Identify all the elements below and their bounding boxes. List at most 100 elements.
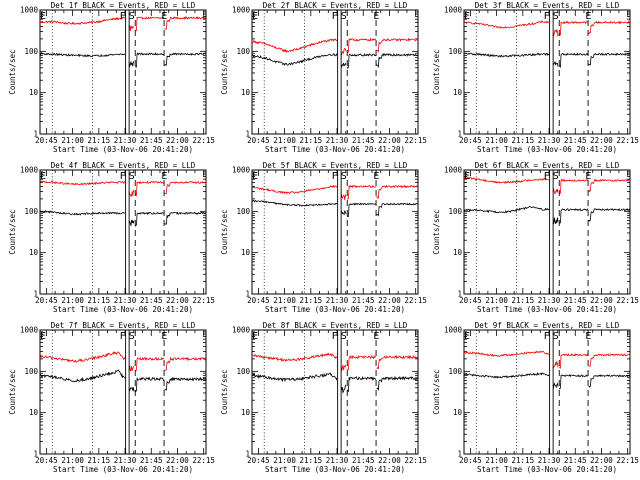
series-line	[347, 184, 377, 200]
plot-frame	[463, 329, 631, 455]
x-tick-label: 21:00	[61, 136, 84, 145]
chart-panel-8: Det 8f BLACK = Events, RED = LLD 1 10 100 10…	[220, 321, 427, 474]
interval-label: F	[544, 11, 550, 22]
x-tick-label: 21:00	[485, 296, 508, 305]
series-line	[128, 24, 135, 31]
series-line	[128, 387, 135, 392]
y-tick-label: 1	[245, 130, 250, 139]
x-tick-label: 22:15	[192, 296, 215, 305]
interval-label: E	[585, 11, 591, 22]
x-tick-label: 22:00	[166, 456, 189, 465]
y-axis-label: Counts/sec	[432, 369, 441, 414]
interval-label: S	[341, 171, 347, 182]
y-tick-label: 1	[245, 450, 250, 459]
series-line	[135, 356, 165, 371]
x-tick-label: 21:15	[300, 456, 323, 465]
series-line	[552, 382, 559, 390]
series-line	[39, 369, 126, 383]
interval-label: S	[553, 11, 559, 22]
x-axis-label: Start Time (03-Nov-06 20:41:20)	[265, 145, 405, 154]
series-line	[128, 189, 135, 197]
chart-panel-6: Det 6f BLACK = Events, RED = LLD 1 10 100 10…	[432, 161, 639, 314]
series-line	[164, 16, 206, 30]
x-axis: 20:45 21:00 21:15 21:30 21:45 22:00 22:15Start…	[459, 170, 639, 314]
y-axis: 1 10 100 1000 Counts/sec	[220, 6, 418, 139]
x-tick-label: 22:00	[378, 456, 401, 465]
x-axis: 20:45 21:00 21:15 21:30 21:45 22:00 22:15Start…	[35, 330, 215, 474]
interval-label: F	[332, 11, 338, 22]
interval-label: S	[341, 331, 347, 342]
x-tick-label: 21:30	[538, 456, 561, 465]
y-tick-label: 10	[29, 408, 39, 417]
y-axis: 1 10 100 1000 Counts/sec	[8, 6, 206, 139]
series-line	[340, 62, 347, 69]
y-tick-label: 1	[33, 130, 38, 139]
y-tick-label: 100	[24, 207, 38, 216]
x-tick-label: 22:00	[166, 296, 189, 305]
series-line	[128, 60, 135, 68]
x-tick-label: 22:15	[404, 136, 427, 145]
interval-label: S	[553, 331, 559, 342]
interval-label: E	[464, 11, 470, 22]
series-line	[134, 16, 165, 32]
plot-frame	[463, 9, 631, 135]
series-line	[340, 47, 347, 56]
y-tick-label: 10	[453, 88, 463, 97]
y-tick-label: 10	[29, 248, 39, 257]
x-tick-label: 22:15	[192, 136, 215, 145]
series-line	[376, 184, 418, 200]
series-line	[39, 351, 126, 363]
series-line	[588, 353, 630, 367]
series-line	[134, 376, 165, 393]
chart-panel-4: Det 4f BLACK = Events, RED = LLD 1 10 100 10…	[8, 161, 215, 314]
y-axis: 1 10 100 1000 Counts/sec	[220, 166, 418, 299]
y-axis-label: Counts/sec	[432, 49, 441, 94]
series-line	[559, 178, 589, 195]
series-line	[376, 375, 418, 391]
x-tick-label: 21:00	[273, 296, 296, 305]
chart-title: Det 1f BLACK = Events, RED = LLD	[51, 1, 196, 10]
x-tick-label: 21:00	[61, 456, 84, 465]
series-line	[340, 384, 347, 394]
x-tick-label: 22:00	[378, 136, 401, 145]
x-tick-label: 21:00	[273, 136, 296, 145]
x-tick-label: 21:30	[326, 136, 349, 145]
x-axis: 20:45 21:00 21:15 21:30 21:45 22:00 22:15Start…	[459, 10, 639, 154]
series-line	[558, 20, 589, 36]
series-line	[376, 354, 418, 369]
y-tick-label: 1000	[444, 326, 463, 335]
interval-label: E	[585, 171, 591, 182]
x-axis-label: Start Time (03-Nov-06 20:41:20)	[477, 465, 617, 474]
y-axis-label: Counts/sec	[8, 369, 17, 414]
y-axis: 1 10 100 1000 Counts/sec	[432, 6, 630, 139]
x-tick-label: 21:30	[326, 456, 349, 465]
x-axis-label: Start Time (03-Nov-06 20:41:20)	[265, 305, 405, 314]
x-tick-label: 21:45	[564, 296, 587, 305]
y-tick-label: 100	[236, 47, 250, 56]
series-line	[251, 38, 338, 54]
x-tick-label: 22:00	[590, 456, 613, 465]
x-axis-label: Start Time (03-Nov-06 20:41:20)	[53, 305, 193, 314]
x-tick-label: 21:15	[512, 136, 535, 145]
y-axis: 1 10 100 1000 Counts/sec	[432, 326, 630, 459]
x-tick-label: 21:30	[114, 136, 137, 145]
x-tick-label: 21:15	[512, 456, 535, 465]
chart-panel-5: Det 5f BLACK = Events, RED = LLD 1 10 100 10…	[220, 161, 427, 314]
chart-title: Det 2f BLACK = Events, RED = LLD	[263, 1, 408, 10]
x-tick-label: 21:30	[326, 296, 349, 305]
interval-label: E	[252, 171, 258, 182]
interval-label: F	[332, 331, 338, 342]
x-tick-label: 20:45	[459, 456, 482, 465]
x-tick-label: 22:15	[616, 456, 639, 465]
x-tick-label: 21:30	[114, 296, 137, 305]
y-tick-label: 100	[448, 47, 462, 56]
x-tick-label: 21:15	[88, 136, 111, 145]
series-line	[251, 52, 338, 66]
interval-label: E	[252, 11, 258, 22]
plot-frame	[39, 329, 207, 455]
interval-label: F	[120, 331, 126, 342]
x-tick-label: 21:15	[300, 296, 323, 305]
series-line	[346, 375, 377, 393]
chart-panel-2: Det 2f BLACK = Events, RED = LLD 1 10 100 10…	[220, 1, 427, 154]
series-line	[39, 180, 126, 186]
